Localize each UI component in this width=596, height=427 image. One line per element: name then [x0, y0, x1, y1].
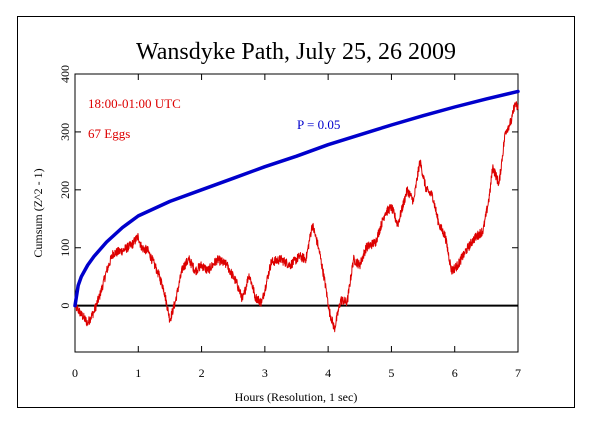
y-tick-label: 300 — [58, 123, 72, 141]
x-axis-label: Hours (Resolution, 1 sec) — [235, 390, 358, 404]
y-tick-label: 0 — [58, 303, 72, 309]
y-axis-label: Cumsum (Z^2 - 1) — [31, 168, 45, 257]
series-layer — [73, 89, 520, 333]
plot-area — [74, 73, 519, 353]
x-tick-label: 2 — [199, 366, 205, 380]
x-tick-label: 3 — [262, 366, 268, 380]
annotation-eggs: 67 Eggs — [88, 126, 130, 141]
y-tick-label: 400 — [58, 65, 72, 83]
chart-title: Wansdyke Path, July 25, 26 2009 — [136, 39, 456, 65]
y-axis-ticks: 0 100 200 300 400 — [58, 65, 518, 309]
probability-envelope-line — [73, 89, 520, 308]
x-tick-label: 6 — [452, 366, 458, 380]
y-tick-label: 200 — [58, 181, 72, 199]
annotation-p-value: P = 0.05 — [297, 117, 340, 132]
x-tick-label: 7 — [515, 366, 521, 380]
x-axis-ticks: 0 1 2 3 4 5 6 7 — [72, 74, 521, 380]
x-tick-label: 1 — [135, 366, 141, 380]
annotation-time: 18:00-01:00 UTC — [88, 96, 181, 111]
y-tick-label: 100 — [58, 239, 72, 257]
cumsum-series-line — [74, 101, 519, 333]
chart-frame — [17, 16, 575, 408]
x-tick-label: 5 — [388, 366, 394, 380]
x-tick-label: 4 — [325, 366, 331, 380]
x-tick-label: 0 — [72, 366, 78, 380]
